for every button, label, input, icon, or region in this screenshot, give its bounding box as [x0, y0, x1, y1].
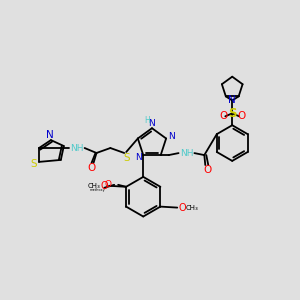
- Text: NH: NH: [180, 148, 193, 158]
- Text: S: S: [228, 107, 236, 120]
- Text: O: O: [178, 202, 186, 213]
- Text: O: O: [219, 111, 227, 121]
- Text: O: O: [237, 111, 245, 121]
- Text: NH: NH: [70, 143, 83, 152]
- Text: H: H: [144, 116, 150, 125]
- Text: S: S: [123, 153, 130, 163]
- Text: CH₃: CH₃: [186, 205, 199, 211]
- Text: O: O: [105, 180, 112, 189]
- Text: N: N: [135, 153, 142, 162]
- Text: O: O: [100, 181, 108, 191]
- Text: O: O: [87, 163, 96, 173]
- Text: N: N: [168, 132, 174, 141]
- Text: S: S: [31, 159, 38, 169]
- Text: CH₃: CH₃: [88, 183, 101, 189]
- Text: O: O: [203, 165, 212, 175]
- Text: N: N: [148, 119, 155, 128]
- Text: methoxy: methoxy: [89, 188, 105, 192]
- Text: N: N: [228, 95, 236, 106]
- Text: N: N: [46, 130, 54, 140]
